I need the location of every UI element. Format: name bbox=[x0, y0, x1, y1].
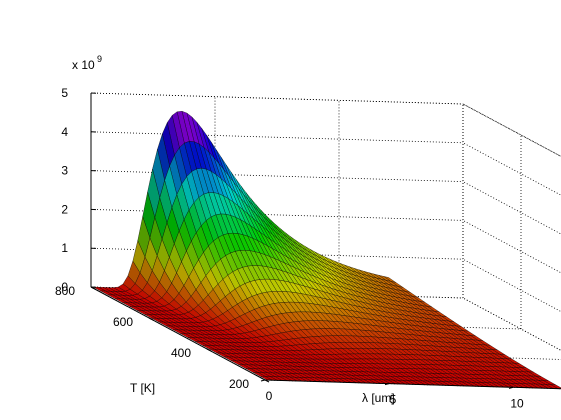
axis-line bbox=[264, 379, 561, 390]
z-tick-label: 0 bbox=[61, 280, 68, 294]
y-tick bbox=[90, 286, 96, 290]
y-tick bbox=[206, 348, 212, 352]
axis-line bbox=[90, 286, 266, 381]
x-tick-label: 5 bbox=[390, 393, 397, 407]
z-multiplier-label: x 10 bbox=[72, 58, 95, 72]
y-tick-label: 600 bbox=[113, 315, 133, 329]
z-multiplier-exponent: 9 bbox=[97, 54, 102, 64]
axis-line bbox=[90, 92, 464, 105]
y-axis-label: T [K] bbox=[130, 381, 155, 395]
z-tick-label: 4 bbox=[61, 125, 68, 139]
y-tick bbox=[148, 317, 154, 321]
surface bbox=[93, 110, 561, 389]
x-axis-label: λ [um] bbox=[362, 391, 395, 405]
x-tick-label: 0 bbox=[266, 389, 273, 403]
y-tick-label: 200 bbox=[229, 377, 249, 391]
x-tick bbox=[508, 386, 514, 389]
x-tick-label: 10 bbox=[510, 396, 524, 410]
z-tick-label: 3 bbox=[61, 164, 68, 178]
tick-labels: 012345200400600800051015 bbox=[55, 86, 524, 410]
z-tick-label: 2 bbox=[61, 202, 68, 216]
z-tick-label: 5 bbox=[61, 86, 68, 100]
x-tick bbox=[260, 379, 266, 382]
grid-line bbox=[90, 209, 464, 221]
grid-line bbox=[90, 170, 464, 182]
axes bbox=[90, 92, 561, 390]
y-tick bbox=[264, 379, 270, 383]
x-tick bbox=[384, 383, 390, 386]
z-tick-label: 1 bbox=[61, 241, 68, 255]
y-tick-label: 400 bbox=[171, 346, 191, 360]
grid-line bbox=[90, 131, 464, 144]
y-tick-label: 800 bbox=[55, 284, 75, 298]
